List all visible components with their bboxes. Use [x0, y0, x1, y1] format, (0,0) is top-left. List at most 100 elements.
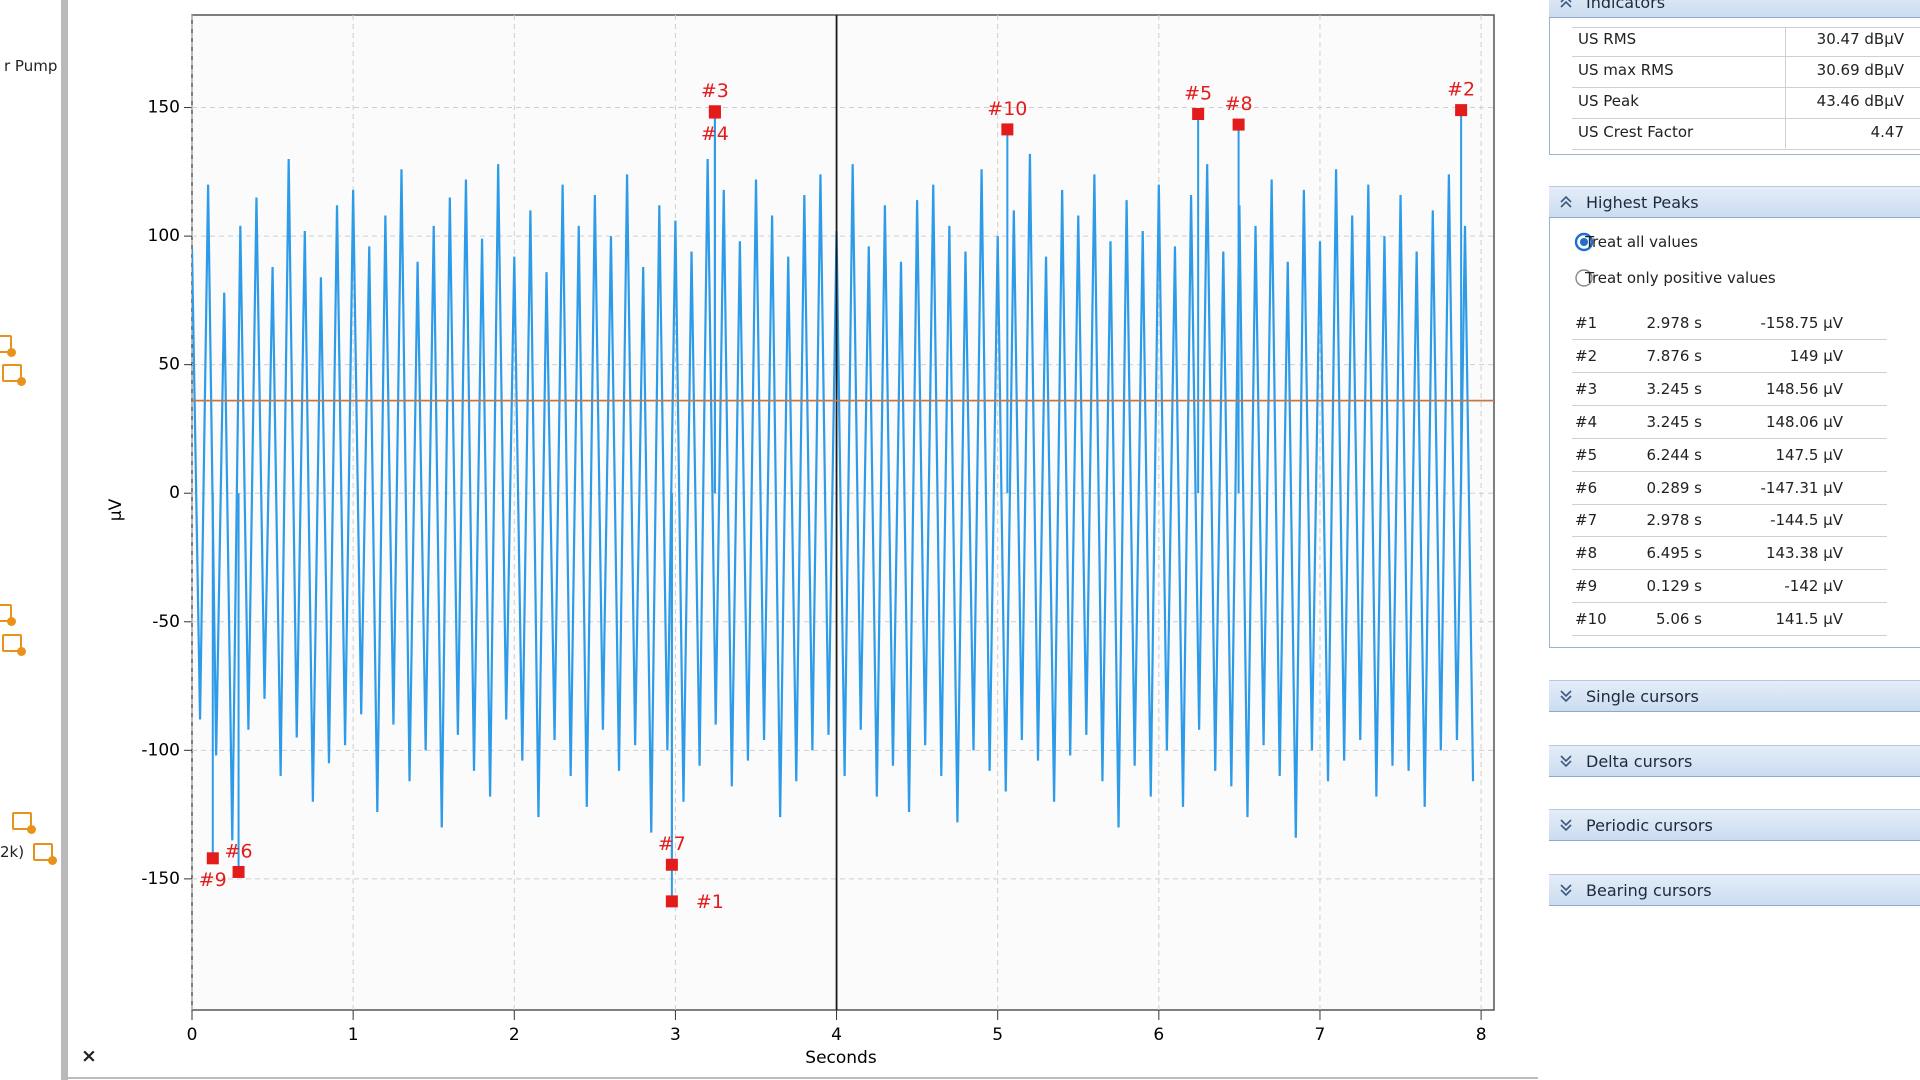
calendar-icon[interactable]: [2, 634, 26, 656]
peak-value: 148.06 µV: [1765, 412, 1843, 431]
section-header[interactable]: Bearing cursors: [1549, 873, 1920, 906]
x-tick-label: 1: [348, 1025, 359, 1045]
peak-time: 2.978 s: [1646, 314, 1702, 332]
peak-value: 141.5 µV: [1775, 610, 1843, 629]
row-separator: [1572, 87, 1920, 88]
row-separator: [1572, 470, 1887, 472]
expand-icon: [1560, 690, 1572, 703]
peak-label: #6: [225, 840, 253, 862]
peak-value: -158.75 µV: [1760, 314, 1843, 332]
indicator-value: 43.46 dBµV: [1816, 92, 1904, 110]
radio-label[interactable]: Treat only positive values: [1585, 269, 1776, 287]
x-tick-label: 6: [1153, 1025, 1164, 1045]
peak-time: 3.245 s: [1646, 379, 1702, 398]
highest-peaks: Treat all values Treat only positive valu…: [1549, 218, 1920, 648]
peak-id: #5: [1575, 445, 1598, 464]
x-tick-label: 2: [509, 1025, 520, 1045]
peak-time: 0.129 s: [1646, 577, 1702, 596]
row-separator: [1572, 371, 1887, 373]
chevron: [1560, 690, 1572, 703]
peak-label: #1: [696, 891, 724, 913]
row-separator: [1572, 503, 1887, 505]
expand-icon: [1560, 754, 1572, 767]
calendar-icon[interactable]: [0, 335, 16, 357]
section-title: Highest Peaks: [1586, 193, 1699, 212]
y-tick-label: 50: [158, 355, 180, 375]
peak-id: #4: [1575, 412, 1598, 431]
row-separator: [1572, 536, 1887, 538]
radio-button[interactable]: [1574, 232, 1594, 252]
radio-ring: [1575, 269, 1593, 287]
calendar-icon[interactable]: [0, 604, 16, 626]
sidebar: r Pump 2k): [0, 0, 68, 1080]
plot-area: [191, 14, 1495, 1011]
close-button[interactable]: ×: [81, 1045, 97, 1067]
calendar-icon[interactable]: [33, 843, 57, 865]
section-header[interactable]: Delta cursors: [1549, 744, 1920, 777]
peak-marker: [1192, 107, 1205, 120]
plot-content: [192, 110, 1475, 902]
peak-time: 7.876 s: [1646, 346, 1702, 365]
waveform: [192, 153, 1475, 841]
indicator-label: US Crest Factor: [1578, 123, 1694, 141]
peak-value: -144.5 µV: [1770, 511, 1843, 530]
side-panel: Indicators US RMS 30.47 dBµV US max RMS 30.…: [1549, 0, 1920, 1080]
row-separator: [1572, 118, 1920, 119]
peak-marker: [1455, 104, 1468, 117]
peak-label: #5: [1184, 82, 1212, 104]
y-tick-label: 0: [169, 483, 180, 503]
x-tick-label: 5: [992, 1025, 1003, 1045]
row-separator: [1572, 635, 1887, 637]
chart: µV Seconds -150 -100 -50 0 50 100 150 0 1 2 3 4 5 6 7 8…: [68, 14, 1538, 1079]
indicator-label: US Peak: [1578, 92, 1639, 110]
x-tick-label: 3: [670, 1025, 681, 1045]
peak-value: 148.56 µV: [1765, 379, 1843, 398]
x-tick-label: 0: [187, 1025, 198, 1045]
calendar-icon[interactable]: [12, 812, 36, 834]
peak-marker: [665, 858, 678, 871]
radio-button[interactable]: [1574, 268, 1594, 288]
section-header[interactable]: Indicators: [1549, 0, 1920, 18]
peak-label: #2: [1447, 79, 1475, 101]
peak-id: #7: [1575, 511, 1598, 530]
peak-time: 0.289 s: [1646, 478, 1702, 497]
row-separator: [1572, 569, 1887, 571]
peak-label: #7: [658, 833, 686, 855]
x-axis-label: Seconds: [805, 1048, 877, 1068]
indicator-value: 4.47: [1870, 123, 1904, 141]
peak-marker: [665, 895, 678, 908]
expand-icon: [1560, 883, 1572, 896]
row-separator: [1572, 437, 1887, 439]
peak-time: 6.495 s: [1646, 544, 1702, 563]
indicator-value: 30.47 dBµV: [1816, 30, 1904, 48]
sidebar-label: 2k): [0, 843, 25, 861]
y-tick-label: -150: [141, 869, 180, 889]
peak-time: 2.978 s: [1646, 511, 1702, 530]
peak-time: 6.244 s: [1646, 445, 1702, 464]
chevron: [1560, 883, 1572, 896]
peak-id: #2: [1575, 346, 1598, 365]
x-tick-label: 7: [1315, 1025, 1326, 1045]
sidebar-label: r Pump: [4, 57, 58, 75]
x-tick-label: 8: [1476, 1025, 1487, 1045]
section-header[interactable]: Highest Peaks: [1549, 186, 1920, 218]
calendar-icon[interactable]: [2, 364, 26, 386]
section-header[interactable]: Periodic cursors: [1549, 809, 1920, 841]
section-title: Delta cursors: [1586, 751, 1693, 771]
peak-id: #9: [1575, 577, 1598, 596]
expand-icon: [1560, 819, 1572, 832]
row-separator: [1572, 339, 1887, 340]
peak-marker: [1232, 118, 1245, 131]
peak-value: 149 µV: [1789, 346, 1843, 365]
column-separator: [1785, 28, 1786, 148]
section-title: Bearing cursors: [1586, 880, 1712, 900]
row-separator: [1572, 149, 1920, 150]
y-axis-label: µV: [106, 498, 126, 521]
section-header[interactable]: Single cursors: [1549, 680, 1920, 712]
x-tick-label: 4: [831, 1025, 842, 1045]
peak-id: #8: [1575, 544, 1598, 563]
peak-time: 3.245 s: [1646, 412, 1702, 431]
radio-label[interactable]: Treat all values: [1585, 233, 1698, 251]
section-title: Indicators: [1586, 0, 1666, 12]
